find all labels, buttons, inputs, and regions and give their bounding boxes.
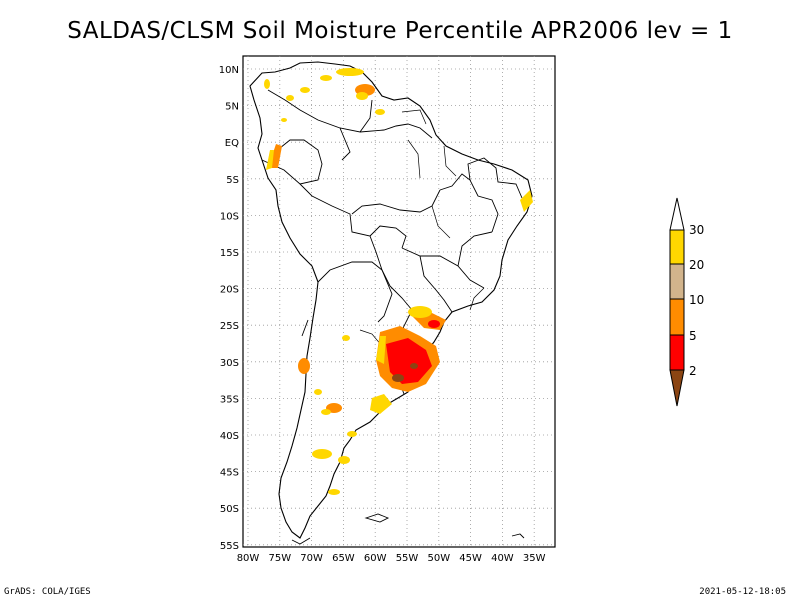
south-america-coastline — [249, 61, 533, 539]
lon-tick-label: 50W — [427, 553, 450, 564]
legend-bottom-arrow — [669, 369, 685, 407]
legend-bin-10-20 — [669, 263, 685, 300]
map-frame — [242, 55, 556, 548]
legend-bin-5-10 — [669, 298, 685, 336]
footer-timestamp: 2021-05-12-18:05 — [699, 587, 786, 597]
legend-bin-2-5 — [669, 334, 685, 371]
islands — [291, 513, 525, 545]
lat-tick-label: 15S — [220, 248, 239, 259]
map-title: SALDAS/CLSM Soil Moisture Percentile APR… — [67, 18, 733, 44]
lon-tick-label: 55W — [396, 553, 419, 564]
lat-tick-label: EQ — [225, 138, 239, 149]
footer-credit: GrADS: COLA/IGES — [4, 587, 91, 597]
legend-top-arrow — [669, 197, 685, 231]
lon-tick-label: 70W — [300, 553, 323, 564]
lat-tick-label: 10N — [219, 65, 239, 76]
legend-label-10: 10 — [689, 293, 704, 307]
lat-tick-label: 45S — [220, 468, 239, 479]
lat-tick-label: 40S — [220, 431, 239, 442]
country-borders — [261, 89, 523, 395]
lon-tick-label: 65W — [332, 553, 355, 564]
lon-tick-label: 45W — [459, 553, 482, 564]
lon-tick-label: 35W — [523, 553, 546, 564]
graticule — [243, 56, 555, 547]
lat-tick-label: 30S — [220, 358, 239, 369]
lon-tick-label: 40W — [491, 553, 514, 564]
legend-label-5: 5 — [689, 329, 697, 343]
soil-moisture-shading — [264, 68, 533, 495]
lon-tick-label: 80W — [237, 553, 260, 564]
lat-tick-label: 10S — [220, 211, 239, 222]
lat-tick-label: 25S — [220, 321, 239, 332]
legend-label-30: 30 — [689, 223, 704, 237]
lat-tick-label: 5S — [226, 175, 239, 186]
legend-label-2: 2 — [689, 364, 697, 378]
lat-tick-label: 5N — [225, 102, 239, 113]
axis-ticks: 10N 5N EQ 5S 10S 15S 20S 25S 30S 35S 40S 45S 50S 55S8… — [219, 65, 546, 564]
lat-tick-label: 20S — [220, 285, 239, 296]
legend-label-20: 20 — [689, 258, 704, 272]
legend-bin-20-30 — [669, 229, 685, 265]
lon-tick-label: 75W — [268, 553, 291, 564]
state-borders — [359, 109, 485, 347]
lat-tick-label: 35S — [220, 394, 239, 405]
lat-tick-label: 50S — [220, 504, 239, 515]
lat-tick-label: 55S — [220, 541, 239, 552]
lon-tick-label: 60W — [364, 553, 387, 564]
colorbar-legend: 30 20 10 5 2 — [669, 197, 704, 407]
